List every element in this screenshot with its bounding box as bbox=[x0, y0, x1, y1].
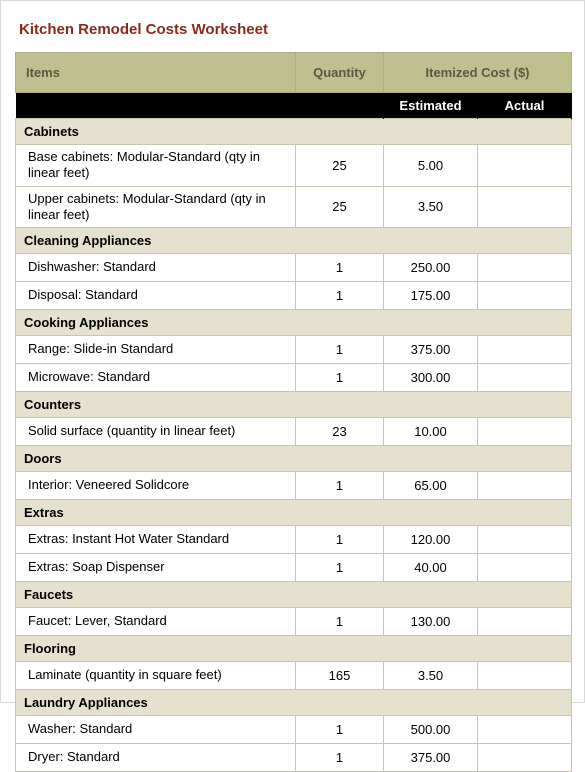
item-cell: Disposal: Standard bbox=[16, 282, 296, 310]
section-name: Cabinets bbox=[16, 119, 572, 145]
section-header: Cooking Appliances bbox=[16, 310, 572, 336]
section-name: Counters bbox=[16, 392, 572, 418]
quantity-cell: 1 bbox=[296, 744, 384, 772]
item-cell: Base cabinets: Modular-Standard (qty in … bbox=[16, 145, 296, 187]
item-cell: Interior: Veneered Solidcore bbox=[16, 472, 296, 500]
table-row: Microwave: Standard1300.00 bbox=[16, 364, 572, 392]
item-cell: Upper cabinets: Modular-Standard (qty in… bbox=[16, 186, 296, 228]
header-estimated: Estimated bbox=[384, 93, 478, 119]
table-row: Interior: Veneered Solidcore165.00 bbox=[16, 472, 572, 500]
estimated-cell: 300.00 bbox=[384, 364, 478, 392]
actual-cell bbox=[478, 336, 572, 364]
estimated-cell: 175.00 bbox=[384, 282, 478, 310]
actual-cell bbox=[478, 364, 572, 392]
actual-cell bbox=[478, 744, 572, 772]
table-row: Range: Slide-in Standard1375.00 bbox=[16, 336, 572, 364]
table-row: Dryer: Standard1375.00 bbox=[16, 744, 572, 772]
quantity-cell: 165 bbox=[296, 662, 384, 690]
table-row: Base cabinets: Modular-Standard (qty in … bbox=[16, 145, 572, 187]
actual-cell bbox=[478, 662, 572, 690]
actual-cell bbox=[478, 554, 572, 582]
quantity-cell: 1 bbox=[296, 336, 384, 364]
quantity-cell: 23 bbox=[296, 418, 384, 446]
item-cell: Faucet: Lever, Standard bbox=[16, 608, 296, 636]
quantity-cell: 1 bbox=[296, 716, 384, 744]
cost-table: Items Quantity Itemized Cost ($) Estimat… bbox=[15, 52, 572, 772]
estimated-cell: 10.00 bbox=[384, 418, 478, 446]
section-header: Doors bbox=[16, 446, 572, 472]
table-body: CabinetsBase cabinets: Modular-Standard … bbox=[16, 119, 572, 772]
quantity-cell: 1 bbox=[296, 554, 384, 582]
estimated-cell: 120.00 bbox=[384, 526, 478, 554]
item-cell: Solid surface (quantity in linear feet) bbox=[16, 418, 296, 446]
estimated-cell: 3.50 bbox=[384, 186, 478, 228]
table-row: Disposal: Standard1175.00 bbox=[16, 282, 572, 310]
page-title: Kitchen Remodel Costs Worksheet bbox=[15, 15, 570, 52]
section-name: Flooring bbox=[16, 636, 572, 662]
estimated-cell: 40.00 bbox=[384, 554, 478, 582]
section-name: Cooking Appliances bbox=[16, 310, 572, 336]
actual-cell bbox=[478, 608, 572, 636]
quantity-cell: 1 bbox=[296, 608, 384, 636]
table-row: Dishwasher: Standard1250.00 bbox=[16, 254, 572, 282]
actual-cell bbox=[478, 472, 572, 500]
section-header: Cleaning Appliances bbox=[16, 228, 572, 254]
table-row: Washer: Standard1500.00 bbox=[16, 716, 572, 744]
table-row: Extras: Soap Dispenser140.00 bbox=[16, 554, 572, 582]
header-quantity: Quantity bbox=[296, 53, 384, 93]
header-blank-2 bbox=[296, 93, 384, 119]
section-header: Counters bbox=[16, 392, 572, 418]
table-row: Laminate (quantity in square feet)1653.5… bbox=[16, 662, 572, 690]
actual-cell bbox=[478, 254, 572, 282]
section-header: Extras bbox=[16, 500, 572, 526]
estimated-cell: 375.00 bbox=[384, 336, 478, 364]
estimated-cell: 130.00 bbox=[384, 608, 478, 636]
item-cell: Dishwasher: Standard bbox=[16, 254, 296, 282]
estimated-cell: 375.00 bbox=[384, 744, 478, 772]
header-items: Items bbox=[16, 53, 296, 93]
section-name: Cleaning Appliances bbox=[16, 228, 572, 254]
estimated-cell: 5.00 bbox=[384, 145, 478, 187]
quantity-cell: 1 bbox=[296, 364, 384, 392]
quantity-cell: 25 bbox=[296, 186, 384, 228]
header-blank-1 bbox=[16, 93, 296, 119]
estimated-cell: 500.00 bbox=[384, 716, 478, 744]
header-itemized: Itemized Cost ($) bbox=[384, 53, 572, 93]
actual-cell bbox=[478, 282, 572, 310]
quantity-cell: 1 bbox=[296, 526, 384, 554]
item-cell: Washer: Standard bbox=[16, 716, 296, 744]
table-row: Upper cabinets: Modular-Standard (qty in… bbox=[16, 186, 572, 228]
quantity-cell: 1 bbox=[296, 472, 384, 500]
worksheet-container: Kitchen Remodel Costs Worksheet Items Qu… bbox=[0, 0, 585, 703]
estimated-cell: 65.00 bbox=[384, 472, 478, 500]
item-cell: Range: Slide-in Standard bbox=[16, 336, 296, 364]
table-row: Faucet: Lever, Standard1130.00 bbox=[16, 608, 572, 636]
section-name: Doors bbox=[16, 446, 572, 472]
section-header: Faucets bbox=[16, 582, 572, 608]
item-cell: Dryer: Standard bbox=[16, 744, 296, 772]
section-name: Faucets bbox=[16, 582, 572, 608]
section-header: Cabinets bbox=[16, 119, 572, 145]
item-cell: Laminate (quantity in square feet) bbox=[16, 662, 296, 690]
section-header: Flooring bbox=[16, 636, 572, 662]
actual-cell bbox=[478, 186, 572, 228]
estimated-cell: 250.00 bbox=[384, 254, 478, 282]
quantity-cell: 1 bbox=[296, 254, 384, 282]
quantity-cell: 25 bbox=[296, 145, 384, 187]
header-row-1: Items Quantity Itemized Cost ($) bbox=[16, 53, 572, 93]
actual-cell bbox=[478, 145, 572, 187]
estimated-cell: 3.50 bbox=[384, 662, 478, 690]
header-row-2: Estimated Actual bbox=[16, 93, 572, 119]
quantity-cell: 1 bbox=[296, 282, 384, 310]
item-cell: Extras: Instant Hot Water Standard bbox=[16, 526, 296, 554]
item-cell: Microwave: Standard bbox=[16, 364, 296, 392]
actual-cell bbox=[478, 526, 572, 554]
actual-cell bbox=[478, 418, 572, 446]
section-name: Extras bbox=[16, 500, 572, 526]
header-actual: Actual bbox=[478, 93, 572, 119]
item-cell: Extras: Soap Dispenser bbox=[16, 554, 296, 582]
table-row: Solid surface (quantity in linear feet)2… bbox=[16, 418, 572, 446]
actual-cell bbox=[478, 716, 572, 744]
table-row: Extras: Instant Hot Water Standard1120.0… bbox=[16, 526, 572, 554]
